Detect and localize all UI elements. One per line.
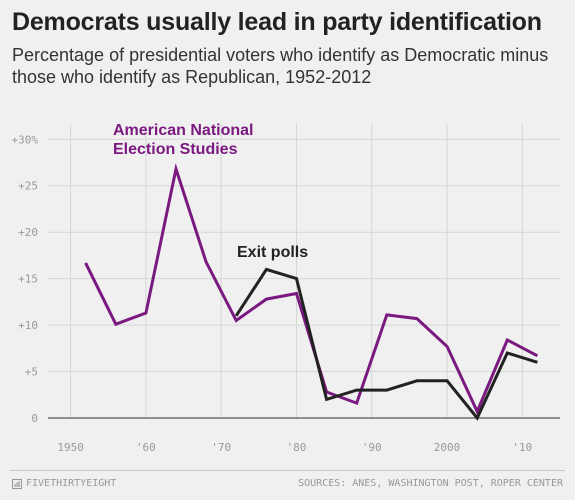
annotation-anes-line2: Election Studies	[113, 141, 238, 158]
x-tick-label: '90	[362, 441, 382, 454]
y-tick-label: +30%	[12, 133, 39, 146]
chart-title: Democrats usually lead in party identifi…	[12, 8, 542, 36]
series-line-anes	[84, 163, 539, 416]
x-tick-label: '80	[287, 441, 307, 454]
brand: FIVETHIRTYEIGHT	[12, 478, 116, 489]
y-tick-label: +20	[18, 226, 38, 239]
series-lines	[84, 163, 539, 421]
brand-label: FIVETHIRTYEIGHT	[26, 478, 117, 489]
x-tick-label: 1950	[57, 441, 84, 454]
x-axis-ticks: 1950 '60 '70 '80 '90 2000 '10	[57, 441, 532, 454]
line-chart: 0 +5 +10 +15 +20 +25 +30% 1950 '60 '70 '80 '90 2000…	[12, 122, 560, 454]
y-tick-label: +5	[25, 366, 38, 379]
series-line-exit-polls	[234, 267, 538, 421]
annotation-anes-line1: American National	[113, 122, 253, 139]
five-thirty-eight-logo-icon	[12, 478, 22, 489]
x-tick-label: 2000	[434, 441, 461, 454]
y-tick-label: +15	[18, 273, 38, 286]
grid-lines	[48, 124, 560, 418]
chart-subtitle: Percentage of presidential voters who id…	[12, 45, 549, 87]
y-tick-label: +10	[18, 319, 38, 332]
y-axis-ticks: 0 +5 +10 +15 +20 +25 +30%	[12, 133, 39, 425]
footer-divider	[10, 470, 565, 471]
x-tick-label: '70	[211, 441, 231, 454]
annotation-exit-polls: Exit polls	[237, 244, 308, 261]
x-tick-label: '10	[512, 441, 532, 454]
source-credit: SOURCES: ANES, WASHINGTON POST, ROPER CE…	[298, 478, 563, 489]
y-tick-label: 0	[31, 412, 38, 425]
x-tick-label: '60	[136, 441, 156, 454]
y-tick-label: +25	[18, 180, 38, 193]
